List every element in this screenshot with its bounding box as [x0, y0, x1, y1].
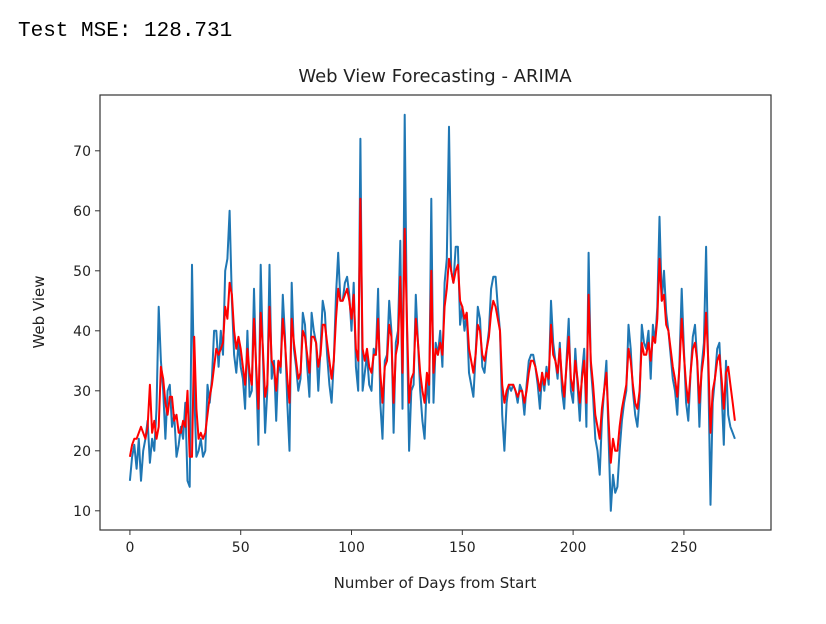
x-tick-label: 200 [560, 540, 587, 556]
y-tick-label: 20 [73, 444, 91, 460]
y-tick-label: 30 [73, 384, 91, 400]
x-tick-label: 250 [671, 540, 698, 556]
x-tick-label: 0 [125, 540, 134, 556]
y-tick-label: 50 [73, 264, 91, 280]
chart-title: Web View Forecasting - ARIMA [298, 66, 572, 87]
x-tick-label: 50 [232, 540, 250, 556]
y-axis-label: Web View [30, 275, 48, 348]
axis-ticks: 0 50 100 150 200 250 10 20 30 40 50 60 70 [73, 144, 697, 556]
predicted-series-line [128, 197, 736, 464]
test-mse-output: Test MSE: 128.731 [18, 20, 233, 43]
y-tick-label: 60 [73, 204, 91, 220]
x-tick-label: 150 [449, 540, 476, 556]
x-axis-label: Number of Days from Start [334, 574, 537, 592]
y-tick-label: 70 [73, 144, 91, 160]
y-tick-label: 40 [73, 324, 91, 340]
axes-frame [99, 94, 772, 531]
plot-lines [128, 113, 736, 512]
y-tick-label: 10 [73, 504, 91, 520]
x-tick-label: 100 [338, 540, 365, 556]
